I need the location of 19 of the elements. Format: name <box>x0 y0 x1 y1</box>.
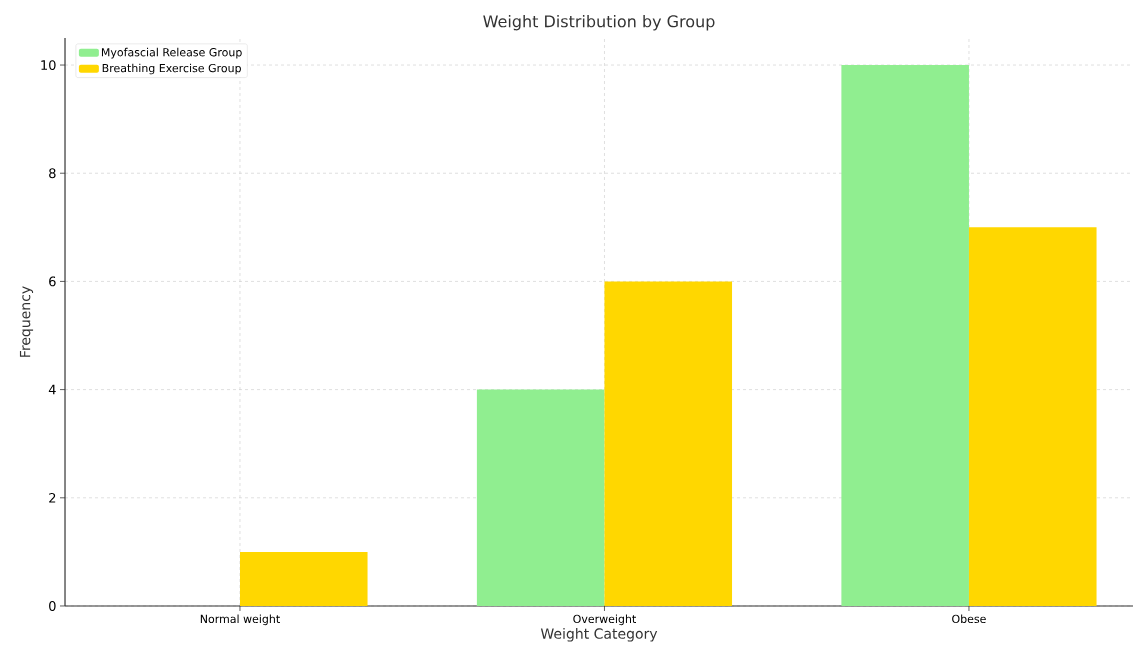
y-tick-label: 0 <box>49 601 56 611</box>
bar <box>239 551 368 606</box>
x-tick-label: Normal weight <box>200 614 280 626</box>
legend-label: Myofascial Release Group <box>101 47 242 59</box>
bar <box>841 65 969 606</box>
bar <box>476 389 605 606</box>
x-tick-label: Obese <box>952 614 986 624</box>
x-tick-label: Overweight <box>573 614 636 626</box>
y-tick-label: 10 <box>41 60 56 70</box>
y-tick-label: 4 <box>48 384 56 395</box>
bar <box>968 227 1097 606</box>
bar <box>604 281 733 606</box>
y-tick-label: 8 <box>49 168 56 179</box>
chart-title: Weight Distribution by Group <box>483 14 715 31</box>
x-axis-title: Weight Category <box>540 628 658 642</box>
y-axis-title: Frequency <box>19 286 34 357</box>
legend-label: Breathing Exercise Group <box>102 63 241 75</box>
y-tick-label: 2 <box>49 492 56 503</box>
y-tick-label: 6 <box>49 276 56 287</box>
